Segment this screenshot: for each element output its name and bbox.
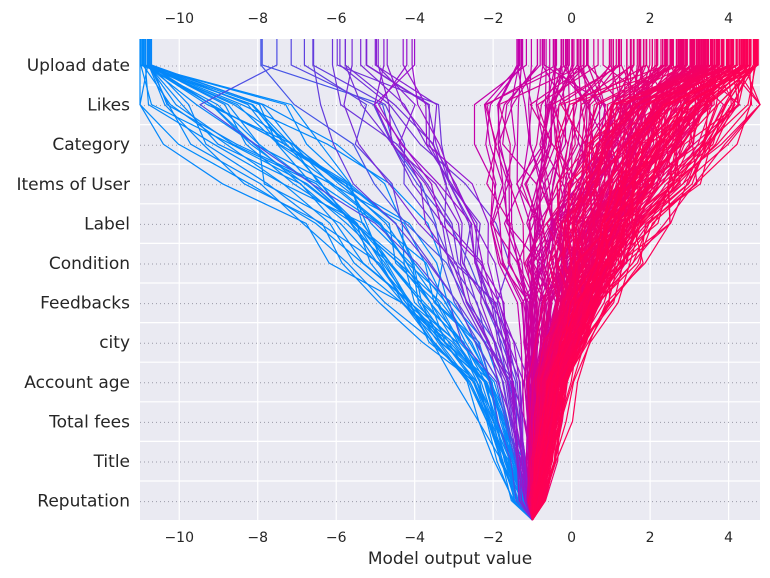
decision-line	[150, 39, 533, 521]
decision-line	[526, 39, 582, 521]
bottom-x-tick-label: −6	[326, 530, 347, 546]
decision-line	[531, 39, 748, 521]
feature-label: Title	[93, 452, 130, 472]
feature-label: Condition	[49, 254, 130, 274]
decision-line	[531, 39, 758, 521]
decision-line	[531, 39, 757, 521]
decision-line	[303, 39, 533, 521]
top-x-tick-label: 4	[724, 11, 733, 27]
decision-line	[150, 39, 533, 521]
feature-label: Total fees	[48, 412, 130, 432]
bottom-x-tick-label: −8	[247, 530, 268, 546]
decision-line	[402, 39, 533, 521]
x-axis-title: Model output value	[368, 549, 532, 569]
decision-line	[531, 39, 759, 521]
decision-line	[142, 39, 533, 521]
decision-line	[531, 39, 754, 521]
top-x-tick-label: −10	[164, 11, 194, 27]
bottom-x-tick-label: −10	[164, 530, 194, 546]
decision-line	[373, 39, 533, 521]
decision-line	[261, 39, 533, 521]
decision-line	[531, 39, 759, 521]
feature-label: Feedbacks	[40, 294, 130, 314]
bottom-x-tick-label: 2	[646, 530, 655, 546]
top-axis-tick-labels: −10 −8 −6 −4 −2 0 2 4	[164, 11, 733, 27]
bottom-x-tick-label: 0	[567, 530, 576, 546]
bottom-x-tick-label: −4	[404, 530, 425, 546]
top-x-tick-label: −8	[247, 11, 268, 27]
feature-label: city	[99, 333, 130, 353]
feature-labels: Upload date Likes Category Items of User Lab…	[17, 56, 131, 512]
feature-label: Label	[84, 214, 130, 234]
decision-line	[377, 39, 533, 521]
top-x-tick-label: 0	[567, 11, 576, 27]
feature-label: Upload date	[27, 56, 130, 76]
feature-label: Likes	[87, 96, 130, 116]
decision-line	[199, 39, 533, 521]
decision-line	[386, 39, 533, 521]
decision-line	[150, 39, 533, 521]
decision-line	[375, 39, 533, 521]
decision-line	[139, 39, 533, 521]
feature-label: Account age	[24, 373, 130, 393]
bottom-x-tick-label: −2	[483, 530, 504, 546]
decision-line	[150, 39, 533, 521]
bottom-x-tick-label: 4	[724, 530, 733, 546]
top-x-tick-label: −2	[483, 11, 504, 27]
decision-lines	[139, 39, 761, 521]
decision-line	[373, 39, 533, 521]
feature-label: Items of User	[17, 175, 131, 195]
feature-label: Category	[52, 135, 130, 155]
bottom-axis-tick-labels: −10 −8 −6 −4 −2 0 2 4	[164, 530, 733, 546]
decision-line	[531, 39, 751, 521]
decision-line	[140, 39, 533, 521]
top-x-tick-label: 2	[646, 11, 655, 27]
top-x-tick-label: −4	[404, 11, 425, 27]
decision-line	[531, 39, 758, 521]
top-x-tick-label: −6	[326, 11, 347, 27]
decision-line	[492, 39, 541, 521]
decision-line	[148, 39, 533, 521]
decision-line	[531, 39, 752, 521]
decision-line	[531, 39, 759, 521]
decision-line	[144, 39, 533, 521]
feature-label: Reputation	[37, 492, 130, 512]
decision-line	[148, 39, 533, 521]
decision-line	[531, 39, 720, 521]
